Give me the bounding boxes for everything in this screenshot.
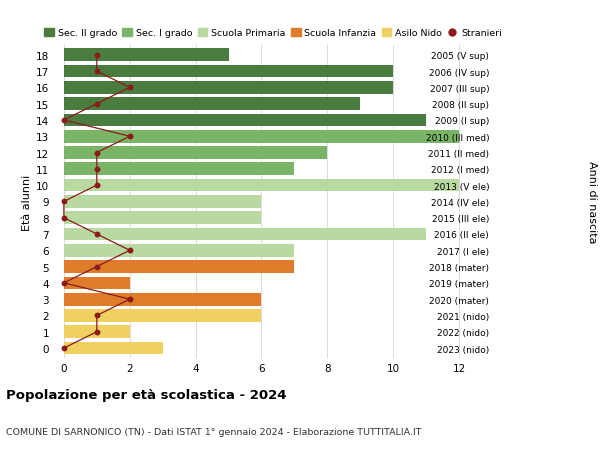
Point [59, 117, 68, 124]
Point [92, 328, 101, 336]
Point [92, 263, 101, 271]
Bar [64, 196, 262, 208]
Bar [64, 179, 459, 192]
Point [92, 312, 101, 319]
Bar [64, 49, 229, 62]
Point [59, 214, 68, 222]
Point [125, 133, 134, 140]
Bar [64, 293, 262, 306]
Point [59, 345, 68, 352]
Y-axis label: Età alunni: Età alunni [22, 174, 32, 230]
Point [92, 166, 101, 173]
Point [59, 280, 68, 287]
Text: Anni di nascita: Anni di nascita [587, 161, 597, 243]
Bar [64, 82, 393, 95]
Bar [64, 147, 328, 160]
Point [125, 84, 134, 92]
Point [92, 231, 101, 238]
Bar [64, 261, 295, 273]
Bar [64, 244, 295, 257]
Text: Popolazione per età scolastica - 2024: Popolazione per età scolastica - 2024 [6, 388, 287, 401]
Bar [64, 114, 426, 127]
Point [92, 101, 101, 108]
Bar [64, 98, 360, 111]
Text: COMUNE DI SARNONICO (TN) - Dati ISTAT 1° gennaio 2024 - Elaborazione TUTTITALIA.: COMUNE DI SARNONICO (TN) - Dati ISTAT 1°… [6, 427, 421, 436]
Point [92, 52, 101, 59]
Bar [64, 326, 130, 338]
Point [125, 296, 134, 303]
Legend: Sec. II grado, Sec. I grado, Scuola Primaria, Scuola Infanzia, Asilo Nido, Stran: Sec. II grado, Sec. I grado, Scuola Prim… [44, 29, 502, 38]
Bar [64, 66, 393, 78]
Bar [64, 131, 459, 143]
Bar [64, 163, 295, 176]
Bar [64, 212, 262, 224]
Point [92, 68, 101, 76]
Point [59, 198, 68, 206]
Bar [64, 277, 130, 290]
Bar [64, 342, 163, 355]
Point [92, 150, 101, 157]
Bar [64, 309, 262, 322]
Point [125, 247, 134, 254]
Point [92, 182, 101, 190]
Bar [64, 228, 426, 241]
